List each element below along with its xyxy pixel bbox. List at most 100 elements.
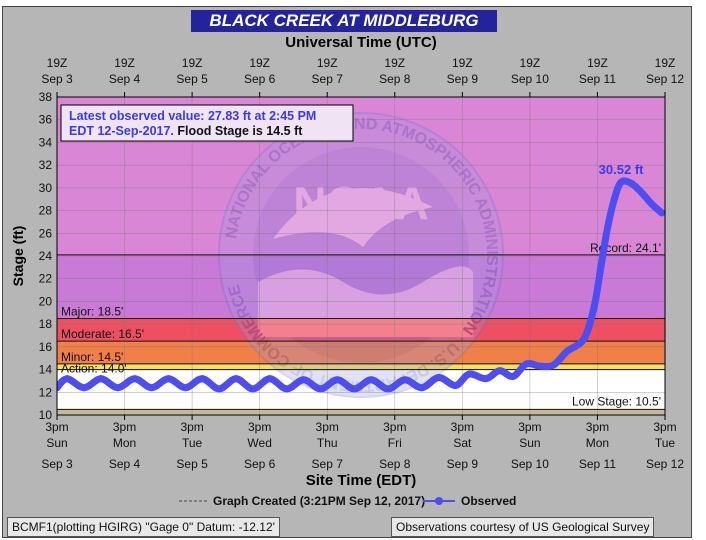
- info-box-date: EDT 12-Sep-2017.: [69, 124, 174, 138]
- bottom-tick-date-label: Sep 6: [244, 457, 276, 471]
- top-tick-date-label: Sep 5: [176, 72, 208, 86]
- bottom-tick-time-label: 3pm: [316, 420, 339, 434]
- observed-data-point: [597, 263, 605, 271]
- observed-data-point: [617, 178, 625, 186]
- legend: Graph Created (3:21PM Sep 12, 2017) Obse…: [179, 494, 516, 508]
- observed-data-point: [114, 384, 122, 392]
- chart-frame: BLACK CREEK AT MIDDLEBURG Universal Time…: [2, 6, 692, 538]
- bottom-tick-day-label: Tue: [182, 436, 203, 450]
- bottom-tick-day-label: Mon: [586, 436, 609, 450]
- top-tick-hour-label: 19Z: [249, 56, 270, 70]
- observed-data-point: [350, 385, 358, 393]
- top-axis-title: Universal Time (UTC): [285, 34, 436, 51]
- observed-data-point: [266, 375, 274, 383]
- y-tick-label: 32: [39, 158, 53, 172]
- observed-data-point: [384, 385, 392, 393]
- observed-data-point: [563, 347, 571, 355]
- threshold-label-minor: Minor: 14.5': [61, 350, 123, 364]
- bottom-tick-day-label: Sat: [453, 436, 472, 450]
- bottom-tick-day-label: Mon: [113, 436, 136, 450]
- y-tick-label: 18: [39, 317, 53, 331]
- observed-data-point: [198, 375, 206, 383]
- y-tick-label: 34: [39, 135, 53, 149]
- threshold-label-action: Action: 14.0': [61, 362, 127, 376]
- bottom-tick-date-label: Sep 11: [579, 457, 616, 471]
- observed-series: [57, 177, 665, 393]
- y-axis-tick-labels: 10 12 14 16 18 20 22 24 26 28 30 32 34 36 38: [39, 90, 53, 422]
- datum-footer: BCMF1(plotting HGIRG) "Gage 0" Datum: -1…: [7, 517, 280, 537]
- observed-data-point: [164, 375, 172, 383]
- observed-data-point: [80, 384, 88, 392]
- source-footer: Observations courtesy of US Geological S…: [391, 517, 655, 537]
- observed-data-point: [401, 376, 409, 384]
- observed-data-point: [580, 335, 588, 343]
- y-tick-label: 24: [39, 249, 53, 263]
- observed-data-point: [97, 375, 105, 383]
- bottom-axis-title: Site Time (EDT): [306, 472, 417, 489]
- y-tick-label: 36: [39, 113, 53, 127]
- top-tick-date-label: Sep 10: [511, 72, 549, 86]
- observed-data-point: [148, 384, 156, 392]
- top-tick-date-label: Sep 9: [447, 72, 479, 86]
- observed-data-point: [658, 209, 665, 217]
- observed-data-point: [435, 374, 443, 382]
- bottom-tick-date-label: Sep 8: [379, 457, 411, 471]
- bottom-tick-time-label: 3pm: [518, 420, 541, 434]
- hydrograph-chart: Universal Time (UTC) Site Time (EDT) Sta…: [10, 34, 684, 508]
- threshold-label-major: Major: 18.5': [61, 304, 123, 318]
- top-tick-hour-label: 19Z: [114, 56, 135, 70]
- bottom-tick-time-label: 3pm: [45, 420, 68, 434]
- legend-observed-marker-icon: [435, 497, 443, 505]
- top-tick-date-label: Sep 12: [646, 72, 684, 86]
- bottom-tick-date-label: Sep 10: [511, 457, 549, 471]
- top-tick-date-label: Sep 3: [41, 72, 73, 86]
- observed-data-point: [131, 375, 139, 383]
- y-tick-label: 20: [39, 294, 53, 308]
- observed-data-point: [57, 384, 61, 392]
- bottom-tick-day-label: Thu: [317, 436, 338, 450]
- legend-observed-label: Observed: [461, 494, 516, 508]
- y-tick-label: 26: [39, 226, 53, 240]
- bottom-tick-date-label: Sep 9: [447, 457, 479, 471]
- observed-data-point: [627, 179, 635, 187]
- bottom-tick-date-label: Sep 12: [646, 457, 684, 471]
- observed-data-point: [249, 385, 257, 393]
- bottom-tick-time-label: 3pm: [180, 420, 203, 434]
- bottom-tick-time-label: 3pm: [383, 420, 406, 434]
- observed-data-point: [333, 376, 341, 384]
- info-box-flood-stage: Flood Stage is 14.5 ft: [174, 124, 303, 138]
- observed-data-point: [215, 385, 223, 393]
- watermark-bird-icon: [273, 188, 433, 247]
- observed-data-point: [465, 370, 473, 378]
- observed-data-point: [367, 376, 375, 384]
- observed-data-point: [509, 372, 517, 380]
- observed-data-point: [232, 375, 240, 383]
- observed-data-point: [418, 384, 426, 392]
- bottom-tick-day-label: Wed: [247, 436, 271, 450]
- bottom-tick-day-label: Tue: [655, 436, 676, 450]
- top-tick-hour-label: 19Z: [182, 56, 203, 70]
- chart-title: BLACK CREEK AT MIDDLEBURG: [191, 10, 497, 32]
- top-tick-date-label: Sep 8: [379, 72, 411, 86]
- bottom-tick-time-label: 3pm: [248, 420, 271, 434]
- y-tick-label: 38: [39, 90, 53, 104]
- band-low: [57, 409, 665, 415]
- watermark-noaa-text: NOAA: [293, 177, 428, 229]
- info-box-background: [60, 104, 354, 142]
- top-tick-date-label: Sep 7: [312, 72, 344, 86]
- top-tick-hour-label: 19Z: [452, 56, 473, 70]
- observed-data-point: [523, 360, 531, 368]
- y-tick-label: 14: [39, 363, 53, 377]
- top-axis-tick-labels: 19Z Sep 3 19Z Sep 4 19Z Sep 5 19Z Sep 6 19Z Sep 7…: [41, 56, 684, 86]
- observed-data-point: [610, 195, 618, 203]
- observed-data-point: [63, 375, 71, 383]
- bottom-tick-date-label: Sep 3: [41, 457, 73, 471]
- y-tick-label: 12: [39, 385, 53, 399]
- observed-data-point: [482, 375, 490, 383]
- y-tick-label: 16: [39, 340, 53, 354]
- observed-data-point: [316, 385, 324, 393]
- y-axis-title: Stage (ft): [10, 226, 26, 287]
- info-box-line2: EDT 12-Sep-2017. Flood Stage is 14.5 ft: [69, 124, 303, 138]
- bottom-tick-date-label: Sep 7: [312, 457, 344, 471]
- bottom-tick-time-label: 3pm: [586, 420, 609, 434]
